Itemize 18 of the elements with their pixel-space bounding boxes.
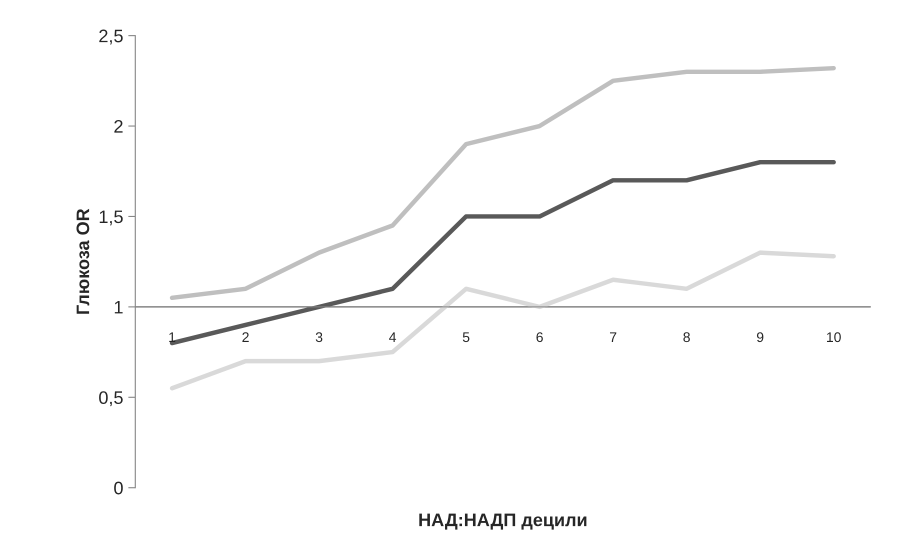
x-tick-label: 5 xyxy=(462,332,470,342)
y-tick-label: 2 xyxy=(114,120,123,133)
x-tick-label: 9 xyxy=(756,332,764,342)
y-axis-title: Глюкоза OR xyxy=(76,208,90,314)
x-tick-label: 8 xyxy=(683,332,690,342)
x-tick-label: 4 xyxy=(389,332,396,342)
y-tick-label: 0,5 xyxy=(99,391,123,406)
x-tick-label: 3 xyxy=(316,332,322,342)
x-tick-label: 7 xyxy=(610,332,616,342)
x-axis-title: НАД:НАДП децили xyxy=(419,514,586,530)
y-tick-label: 1,5 xyxy=(100,210,123,226)
y-tick-label: 1 xyxy=(114,301,123,314)
x-tick-label: 6 xyxy=(536,332,543,342)
x-tick-label: 2 xyxy=(242,332,249,342)
x-tick-label: 10 xyxy=(827,332,841,342)
x-tick-label: 1 xyxy=(169,332,176,342)
y-tick-label: 2,5 xyxy=(99,30,123,44)
y-tick-label: 0 xyxy=(114,482,123,494)
